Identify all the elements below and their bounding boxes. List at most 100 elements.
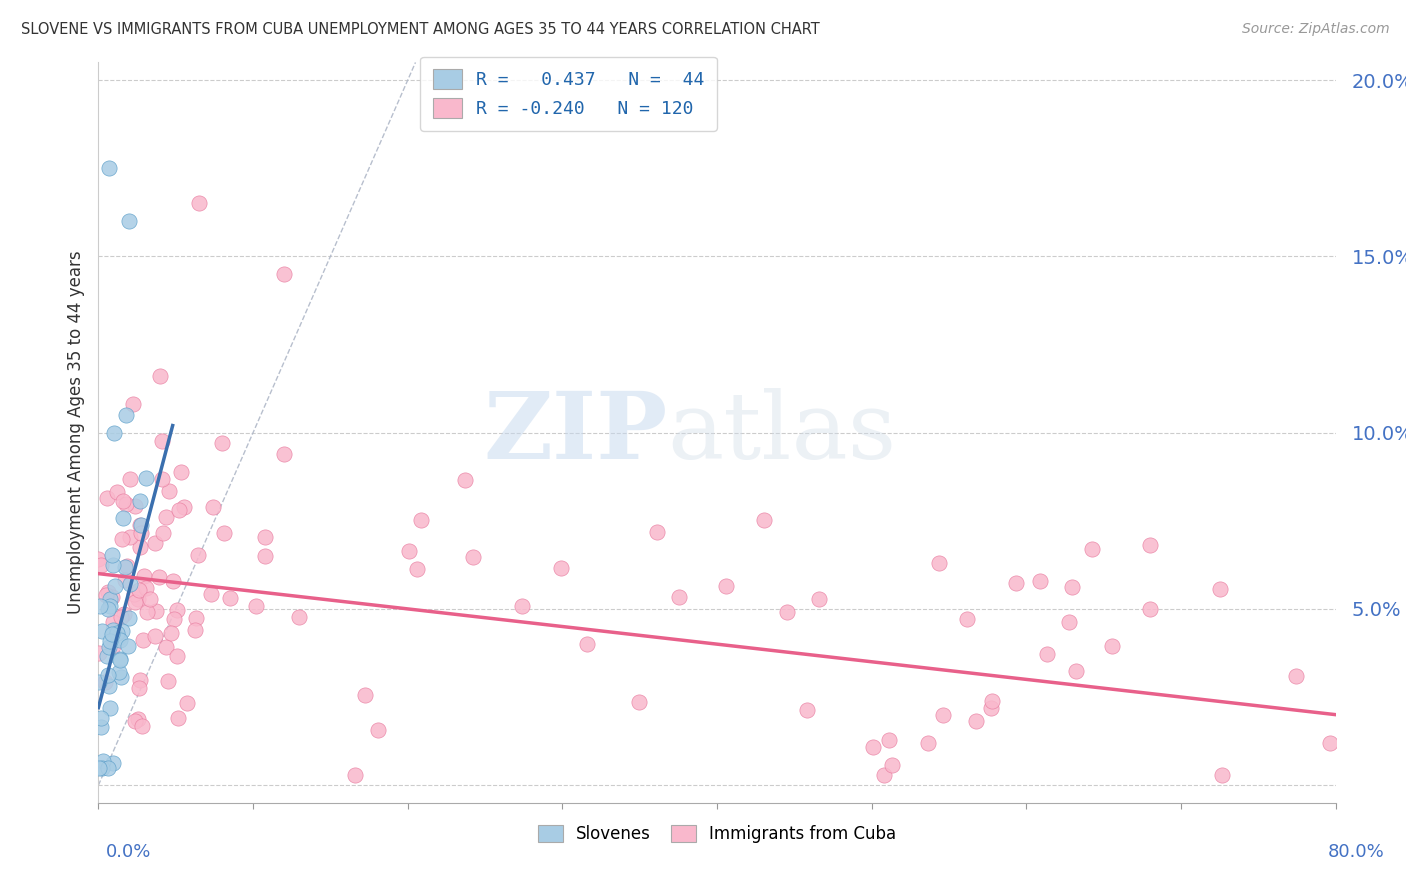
Point (1036, 647, 1059, 661)
Point (1066, 664, 1088, 678)
Point (115, 408, 138, 422)
Point (149, 369, 172, 384)
Point (89, 599, 111, 614)
Point (169, 465, 191, 479)
Point (122, 587, 145, 601)
Point (873, 767, 896, 781)
Point (152, 526, 174, 541)
Point (96, 491, 118, 505)
Point (89, 674, 111, 689)
Point (1211, 767, 1233, 781)
Point (97, 760, 120, 774)
Point (173, 500, 195, 514)
Point (917, 736, 939, 750)
Point (87, 760, 110, 774)
Point (138, 592, 160, 607)
Point (1028, 574, 1050, 588)
Point (108, 652, 131, 666)
Point (118, 214, 141, 228)
Point (127, 712, 149, 726)
Point (111, 532, 134, 546)
Point (111, 494, 134, 508)
Point (1285, 669, 1308, 683)
Text: Source: ZipAtlas.com: Source: ZipAtlas.com (1241, 22, 1389, 37)
Point (108, 632, 131, 647)
Point (288, 610, 311, 624)
Point (129, 526, 152, 541)
Point (398, 544, 420, 558)
Point (98, 599, 121, 613)
Point (176, 696, 198, 710)
Point (166, 649, 188, 664)
Point (131, 719, 153, 733)
Point (155, 509, 177, 524)
Point (124, 500, 146, 514)
Point (107, 632, 129, 646)
Text: 0.0%: 0.0% (105, 843, 150, 861)
Point (955, 612, 977, 626)
Point (211, 436, 233, 450)
Point (101, 627, 124, 641)
Point (98, 161, 121, 176)
Text: SLOVENE VS IMMIGRANTS FROM CUBA UNEMPLOYMENT AMONG AGES 35 TO 44 YEARS CORRELATI: SLOVENE VS IMMIGRANTS FROM CUBA UNEMPLOY… (21, 22, 820, 37)
Point (114, 574, 136, 588)
Point (103, 640, 125, 654)
Point (1209, 582, 1232, 597)
Point (367, 723, 389, 737)
Point (354, 688, 377, 702)
Point (90, 711, 112, 725)
Point (219, 591, 242, 606)
Point (98, 592, 121, 607)
Point (965, 714, 987, 728)
Point (97, 668, 120, 682)
Point (128, 494, 150, 508)
Point (143, 629, 166, 643)
Point (162, 574, 184, 588)
Point (96, 584, 118, 599)
Text: atlas: atlas (668, 388, 897, 477)
Point (716, 579, 738, 593)
Point (90, 720, 112, 734)
Point (115, 558, 138, 573)
Point (97, 601, 120, 615)
Point (454, 473, 477, 487)
Point (752, 513, 775, 527)
Point (91, 754, 114, 768)
Point (1139, 538, 1161, 552)
Point (576, 637, 599, 651)
Point (1004, 575, 1026, 590)
Point (245, 599, 267, 613)
Point (87, 552, 110, 566)
Point (98, 701, 121, 715)
Point (111, 624, 134, 639)
Point (103, 425, 125, 440)
Point (160, 626, 183, 640)
Point (124, 594, 146, 608)
Point (273, 267, 295, 281)
Point (132, 569, 155, 583)
Point (200, 587, 222, 601)
Point (1101, 639, 1123, 653)
Point (214, 525, 236, 540)
Point (201, 500, 224, 514)
Point (120, 472, 142, 486)
Point (1057, 615, 1080, 629)
Point (156, 673, 179, 688)
Point (135, 471, 157, 485)
Point (1139, 602, 1161, 616)
Point (143, 536, 166, 550)
Point (877, 732, 900, 747)
Point (108, 653, 131, 667)
Point (628, 695, 651, 709)
Point (167, 711, 190, 725)
Point (131, 518, 153, 533)
Point (90, 760, 112, 774)
Point (129, 673, 152, 687)
Point (253, 549, 276, 563)
Point (127, 591, 149, 606)
Point (103, 615, 125, 629)
Point (103, 623, 125, 637)
Point (132, 632, 155, 647)
Text: 80.0%: 80.0% (1329, 843, 1385, 861)
Point (406, 562, 429, 576)
